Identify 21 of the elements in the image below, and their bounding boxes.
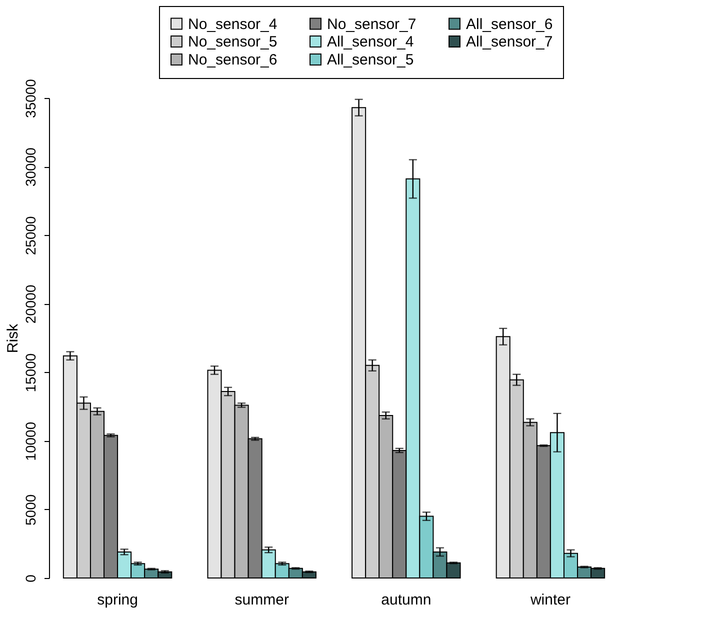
legend-label: No_sensor_4 bbox=[188, 16, 278, 33]
y-tick-label: 10000 bbox=[22, 422, 38, 461]
y-tick-label: 5000 bbox=[22, 494, 38, 526]
y-tick-label: 20000 bbox=[22, 284, 38, 324]
x-tick-label: winter bbox=[529, 592, 570, 608]
y-tick-label: 35000 bbox=[22, 78, 38, 118]
x-tick-label: spring bbox=[97, 592, 138, 608]
y-tick-label: 0 bbox=[22, 574, 38, 582]
y-tick-label: 25000 bbox=[22, 216, 38, 256]
legend-label: No_sensor_7 bbox=[327, 16, 416, 33]
y-axis-title: Risk bbox=[4, 323, 22, 354]
x-tick-label: autumn bbox=[381, 592, 432, 608]
legend-label: All_sensor_4 bbox=[327, 34, 414, 50]
y-tick-label: 30000 bbox=[22, 147, 38, 187]
x-tick-label: summer bbox=[234, 592, 289, 608]
y-tick-label: 15000 bbox=[22, 353, 38, 392]
legend-label: No_sensor_6 bbox=[188, 52, 278, 68]
legend-label: No_sensor_5 bbox=[188, 34, 278, 50]
legend-label: All_sensor_7 bbox=[466, 34, 553, 50]
legend-label: All_sensor_5 bbox=[327, 52, 414, 68]
legend-label: All_sensor_6 bbox=[466, 16, 553, 33]
